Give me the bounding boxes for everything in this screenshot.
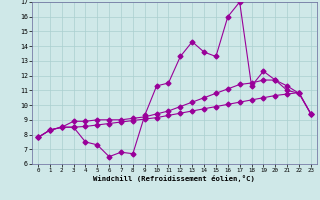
X-axis label: Windchill (Refroidissement éolien,°C): Windchill (Refroidissement éolien,°C) [93, 175, 255, 182]
